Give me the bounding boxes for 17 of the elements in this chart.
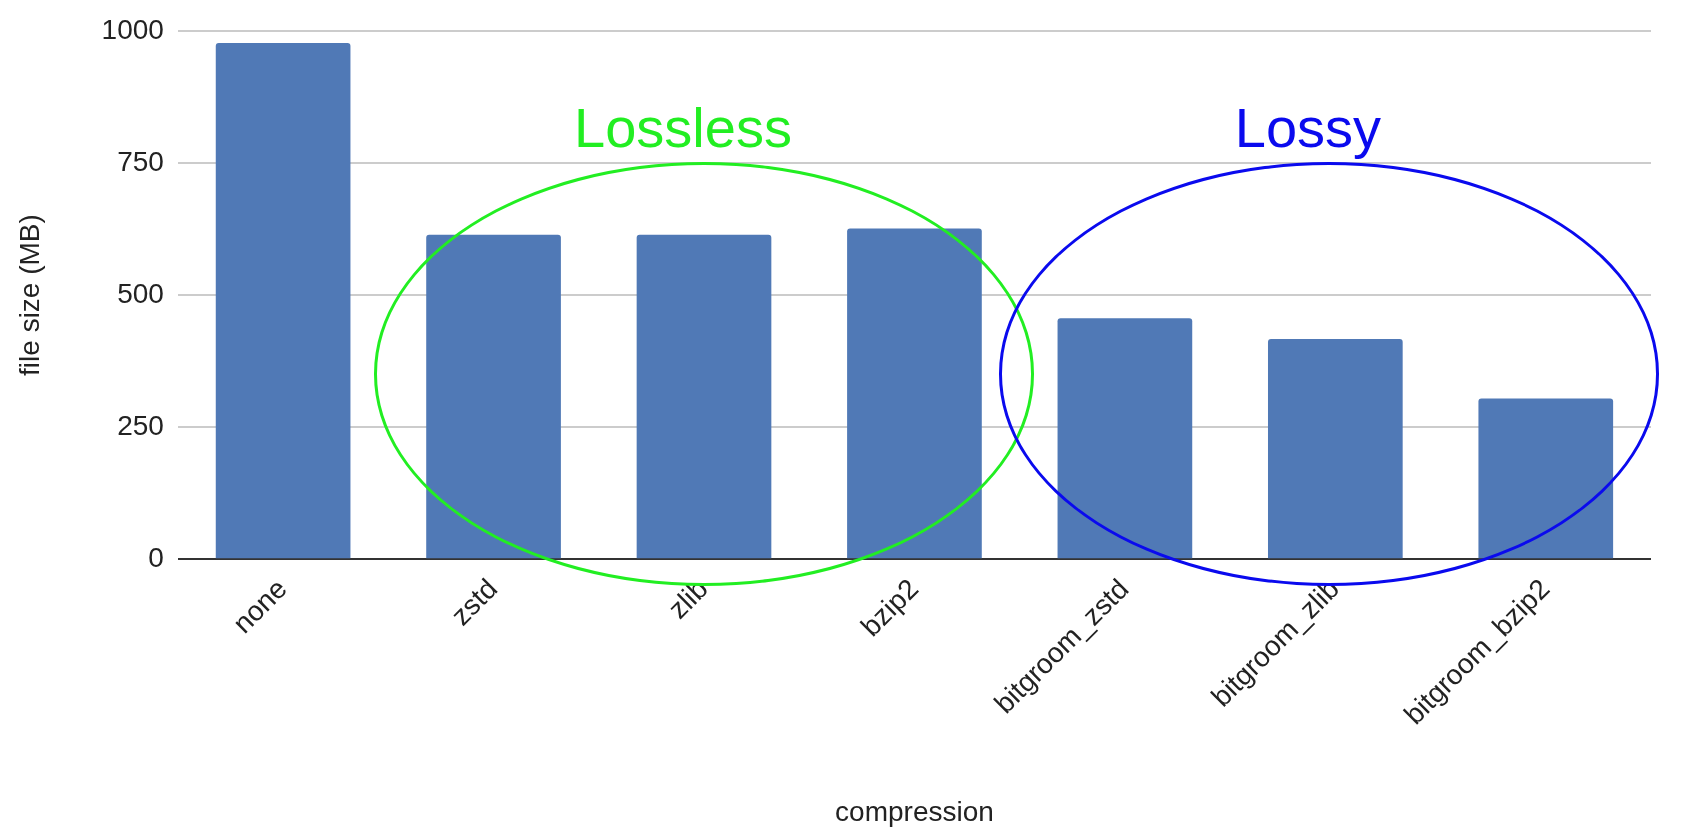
y-tick-label: 750: [117, 145, 164, 177]
bar: [1267, 338, 1403, 559]
y-tick-label: 500: [117, 277, 164, 309]
annotation: Lossless: [574, 95, 792, 159]
y-tick-label: 250: [117, 409, 164, 441]
bar: [215, 42, 351, 559]
bar: [1478, 398, 1614, 559]
y-axis-title: file size (MB): [13, 214, 45, 376]
bar: [847, 228, 982, 559]
y-tick-label: 1000: [101, 13, 164, 45]
bar: [1057, 318, 1193, 559]
x-axis-title: compression: [835, 795, 994, 827]
x-tick-label: zlib: [662, 572, 714, 625]
bar: [636, 234, 772, 559]
y-tick-label: 0: [148, 541, 164, 573]
annotation: Lossy: [1234, 95, 1382, 159]
bar: [426, 234, 561, 559]
